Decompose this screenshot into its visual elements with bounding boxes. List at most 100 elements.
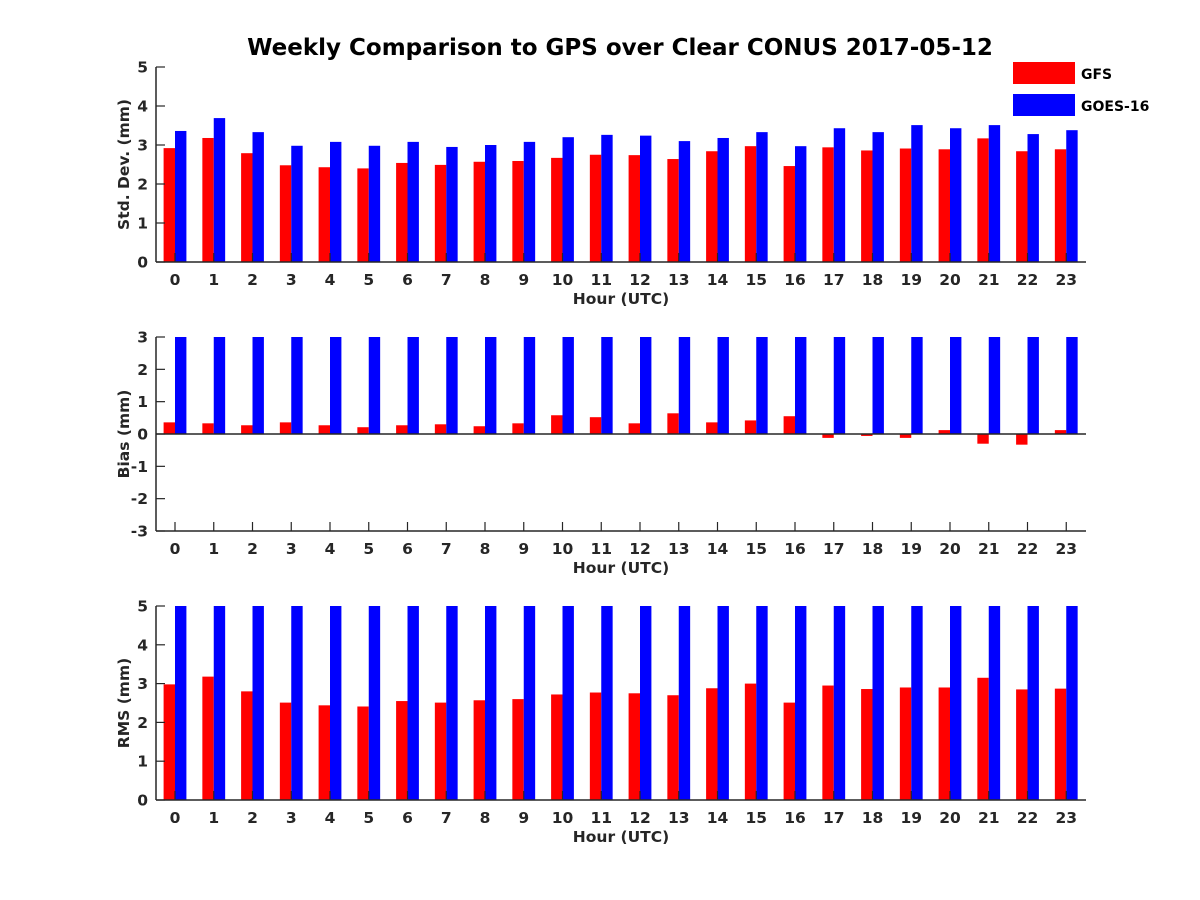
bias-bar-gfs-13 <box>667 413 679 434</box>
bias-bar-goes16-9 <box>523 337 536 434</box>
rms-bar-goes16-6 <box>407 606 419 800</box>
rms-bar-gfs-22 <box>1016 689 1028 800</box>
rms-bar-gfs-19 <box>899 687 912 800</box>
bias-xtick-label: 18 <box>862 540 884 558</box>
bias-bar-goes16-8 <box>485 337 497 434</box>
rms-bar-gfs-20 <box>938 687 950 800</box>
rms-xtick-label: 1 <box>208 809 219 827</box>
bias-bar-goes16-17 <box>833 337 846 434</box>
std-dev-bar-goes16-16 <box>795 146 807 262</box>
std-dev-xtick-label: 4 <box>325 271 336 289</box>
rms-xtick-label: 13 <box>668 809 690 827</box>
std-dev-x-axis-label: Hour (UTC) <box>573 290 669 308</box>
bias-xtick-label: 8 <box>480 540 491 558</box>
rms-bar-goes16-23 <box>1066 606 1078 800</box>
bias-xtick-label: 19 <box>900 540 922 558</box>
std-dev-bar-gfs-23 <box>1054 149 1067 262</box>
std-dev-xtick-label: 16 <box>784 271 806 289</box>
std-dev-bar-gfs-19 <box>899 148 912 262</box>
std-dev-bar-goes16-13 <box>678 141 691 262</box>
std-dev-bar-gfs-0 <box>163 148 175 262</box>
bias-bar-gfs-20 <box>938 430 950 434</box>
bias-ytick-label: 3 <box>137 329 148 347</box>
rms-bar-goes16-1 <box>213 606 226 800</box>
rms-bar-gfs-1 <box>202 676 214 800</box>
rms-xtick-label: 0 <box>170 809 181 827</box>
rms-bar-goes16-14 <box>717 606 729 800</box>
bias-bar-gfs-2 <box>241 425 253 434</box>
legend-label-gfs: GFS <box>1081 67 1112 83</box>
rms-y-axis-label: RMS (mm) <box>115 658 133 748</box>
std-dev-bar-gfs-11 <box>589 154 602 262</box>
bias-ytick-label: 0 <box>137 426 148 444</box>
bias-bar-goes16-12 <box>640 337 652 434</box>
rms-bar-goes16-3 <box>291 606 303 800</box>
bias-bar-gfs-23 <box>1054 430 1067 434</box>
rms-xtick-label: 4 <box>325 809 336 827</box>
bias-bar-goes16-11 <box>601 337 613 434</box>
bias-ytick-label: -2 <box>131 490 148 508</box>
rms-bar-gfs-10 <box>551 694 563 800</box>
bias-xtick-label: 2 <box>247 540 258 558</box>
std-dev-bar-goes16-21 <box>988 125 1001 262</box>
bias-xtick-label: 3 <box>286 540 297 558</box>
bias-x-axis-label: Hour (UTC) <box>573 559 669 577</box>
std-dev-bar-gfs-14 <box>706 151 718 262</box>
bias-xtick-label: 11 <box>590 540 612 558</box>
std-dev-bar-goes16-1 <box>213 118 226 262</box>
std-dev-bar-goes16-15 <box>756 132 768 262</box>
std-dev-bar-goes16-9 <box>523 141 536 262</box>
bias-bar-goes16-2 <box>252 337 264 434</box>
bias-xtick-label: 12 <box>629 540 651 558</box>
rms-xtick-label: 10 <box>552 809 574 827</box>
bias-bar-gfs-10 <box>551 415 563 434</box>
rms-bar-gfs-6 <box>396 701 408 800</box>
bias-xtick-label: 20 <box>939 540 961 558</box>
bias-bar-gfs-12 <box>628 423 640 434</box>
bias-bar-gfs-8 <box>473 426 485 434</box>
rms-bar-gfs-16 <box>783 702 795 800</box>
rms-bar-gfs-8 <box>473 700 485 800</box>
rms-bar-goes16-19 <box>911 606 923 800</box>
rms-bar-gfs-4 <box>318 705 330 800</box>
std-dev-bar-goes16-17 <box>833 128 846 262</box>
bias-xtick-label: 23 <box>1055 540 1077 558</box>
bias-xtick-label: 21 <box>978 540 1000 558</box>
rms-xtick-label: 12 <box>629 809 651 827</box>
rms-ytick-label: 4 <box>137 636 148 654</box>
rms-bar-goes16-16 <box>795 606 807 800</box>
bias-xtick-label: 17 <box>823 540 845 558</box>
bias-bar-goes16-18 <box>872 337 884 434</box>
std-dev-bar-gfs-5 <box>357 168 369 262</box>
rms-xtick-label: 19 <box>900 809 922 827</box>
bias-bar-gfs-21 <box>977 434 989 444</box>
bias-bar-goes16-21 <box>988 337 1001 434</box>
rms-bar-goes16-18 <box>872 606 884 800</box>
rms-bar-gfs-14 <box>706 688 718 800</box>
std-dev-xtick-label: 21 <box>978 271 1000 289</box>
bias-xtick-label: 5 <box>363 540 374 558</box>
rms-xtick-label: 5 <box>363 809 374 827</box>
legend: GFS GOES-16 <box>1013 62 1149 116</box>
rms-ytick-label: 2 <box>137 714 148 732</box>
rms-bar-gfs-13 <box>667 695 679 800</box>
std-dev-ytick-label: 4 <box>137 98 148 116</box>
rms-x-axis-label: Hour (UTC) <box>573 828 669 846</box>
rms-bar-goes16-11 <box>601 606 613 800</box>
bias-bar-goes16-0 <box>175 337 187 434</box>
std-dev-ytick-label: 5 <box>137 59 148 77</box>
std-dev-bar-goes16-0 <box>175 130 187 262</box>
std-dev-bar-gfs-6 <box>396 162 408 262</box>
bias-xtick-label: 14 <box>707 540 729 558</box>
std-dev-xtick-label: 11 <box>590 271 612 289</box>
bias-bar-gfs-14 <box>706 422 718 434</box>
bias-ytick-label: -3 <box>131 523 148 541</box>
std-dev-xtick-label: 22 <box>1017 271 1039 289</box>
std-dev-xtick-label: 13 <box>668 271 690 289</box>
std-dev-xtick-label: 17 <box>823 271 845 289</box>
bias-bar-gfs-16 <box>783 416 795 434</box>
legend-label-goes16: GOES-16 <box>1081 99 1149 115</box>
bias-xtick-label: 1 <box>208 540 219 558</box>
